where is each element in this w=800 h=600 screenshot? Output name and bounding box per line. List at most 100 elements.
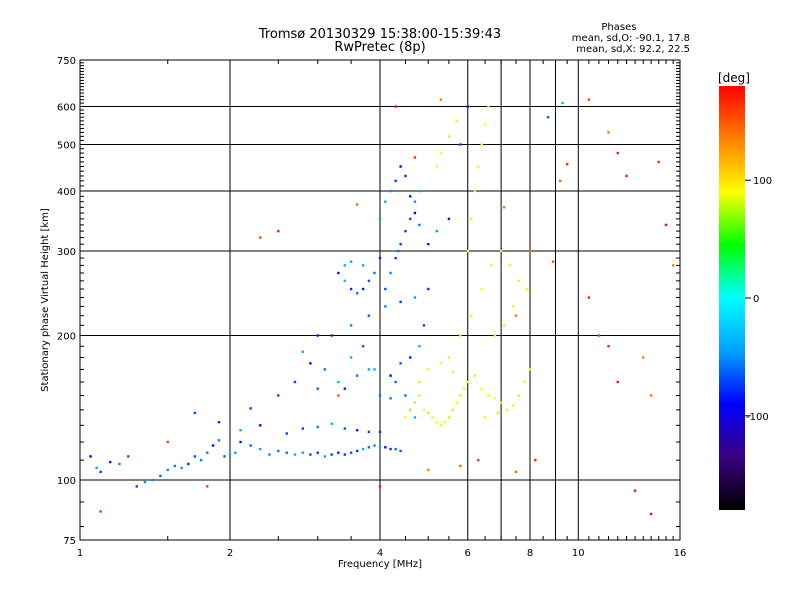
x-tick-label: 4 xyxy=(377,548,383,559)
data-point xyxy=(607,131,610,134)
data-point xyxy=(239,440,242,444)
y-tick-label: 400 xyxy=(57,187,76,198)
data-point xyxy=(389,189,392,193)
data-point xyxy=(451,370,455,374)
data-point xyxy=(187,462,190,466)
x-tick-label: 16 xyxy=(674,548,687,559)
data-point xyxy=(671,264,675,267)
data-point xyxy=(404,174,407,178)
y-tick-label: 100 xyxy=(57,476,76,487)
data-point xyxy=(373,271,376,275)
phases-heading: Phases xyxy=(601,22,637,33)
data-point xyxy=(367,446,371,449)
data-point xyxy=(505,408,509,412)
data-point xyxy=(511,305,515,308)
data-point xyxy=(396,249,400,253)
data-point xyxy=(459,394,462,397)
data-point xyxy=(561,101,564,105)
colorbar-tick-label: 100 xyxy=(753,176,772,187)
data-point xyxy=(418,189,421,193)
data-point xyxy=(451,408,455,412)
data-point xyxy=(483,123,487,126)
data-point xyxy=(384,305,387,308)
data-point xyxy=(502,324,506,327)
data-point xyxy=(657,160,660,164)
data-point xyxy=(447,356,451,359)
data-point xyxy=(399,165,402,168)
data-point xyxy=(343,453,347,456)
data-point xyxy=(427,411,430,415)
data-point xyxy=(587,98,591,101)
data-point xyxy=(259,424,262,427)
data-point xyxy=(490,264,493,267)
data-point xyxy=(373,444,376,447)
data-point xyxy=(480,143,483,146)
data-point xyxy=(466,380,469,384)
y-tick-label: 500 xyxy=(57,141,76,152)
data-point xyxy=(418,394,421,397)
data-point xyxy=(439,98,443,101)
data-point xyxy=(166,440,169,444)
data-point xyxy=(343,279,347,283)
data-point xyxy=(616,151,619,155)
data-point xyxy=(480,287,483,291)
x-axis-label: Frequency [MHz] xyxy=(338,559,422,570)
data-point xyxy=(89,455,92,458)
data-point xyxy=(514,470,518,474)
data-point xyxy=(330,334,333,337)
data-point xyxy=(349,451,353,454)
data-point xyxy=(649,394,653,397)
x-tick-label: 2 xyxy=(227,548,233,559)
data-point xyxy=(355,203,359,206)
y-axis-ticks: 75 100 200 300 400 500 600 750 xyxy=(57,56,680,547)
data-point xyxy=(389,447,392,451)
data-point xyxy=(447,135,451,138)
data-point xyxy=(173,464,177,468)
data-point xyxy=(439,424,443,427)
data-point xyxy=(418,223,421,227)
data-point xyxy=(127,455,130,458)
data-point xyxy=(330,422,333,425)
data-point xyxy=(159,474,162,478)
data-point xyxy=(422,324,426,327)
y-axis-label: Stationary phase Virtual Height [km] xyxy=(40,208,51,392)
data-point xyxy=(625,174,628,178)
data-point xyxy=(431,416,434,419)
data-point xyxy=(526,287,529,291)
data-point xyxy=(367,368,371,371)
data-point xyxy=(343,387,347,390)
data-point xyxy=(487,105,490,108)
data-point xyxy=(180,466,183,470)
data-point xyxy=(361,447,365,451)
data-point xyxy=(293,453,297,456)
data-point xyxy=(607,345,610,348)
data-point xyxy=(499,249,503,253)
grid-lines xyxy=(80,60,680,540)
data-point xyxy=(217,439,221,442)
data-point xyxy=(199,458,203,462)
data-point xyxy=(285,432,288,435)
y-tick-label: 75 xyxy=(63,536,76,547)
data-point xyxy=(404,416,407,419)
data-point xyxy=(378,485,382,488)
data-point xyxy=(422,408,426,412)
data-point xyxy=(373,368,376,371)
data-point xyxy=(496,411,500,415)
data-point xyxy=(493,334,497,337)
data-point xyxy=(239,429,242,432)
data-point xyxy=(559,179,562,183)
data-point xyxy=(427,242,430,246)
x-tick-label: 10 xyxy=(572,548,585,559)
data-point xyxy=(470,217,473,221)
data-point xyxy=(349,356,353,359)
data-point xyxy=(361,345,365,348)
data-point xyxy=(435,165,438,168)
data-point xyxy=(487,394,490,397)
data-point xyxy=(447,217,451,221)
data-point xyxy=(355,374,359,377)
data-point xyxy=(277,449,280,453)
y-tick-label: 600 xyxy=(57,103,76,114)
data-point xyxy=(466,105,469,108)
data-point xyxy=(664,223,668,227)
data-point xyxy=(394,256,397,260)
